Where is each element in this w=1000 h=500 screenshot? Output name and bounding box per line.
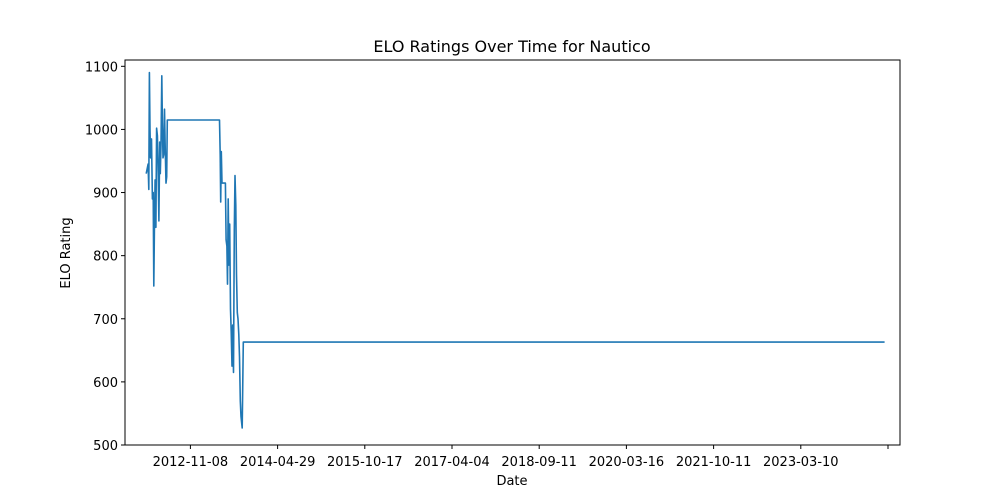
x-tick-label: 2021-10-11 [676, 455, 752, 470]
y-tick-label: 1000 [85, 123, 118, 138]
chart-title: ELO Ratings Over Time for Nautico [373, 37, 650, 56]
plot-area [145, 71, 885, 429]
x-tick-label: 2018-09-11 [501, 455, 577, 470]
x-axis-label: Date [496, 474, 527, 489]
axes-frame [124, 59, 901, 446]
x-tick-label: 2015-10-17 [327, 455, 403, 470]
y-axis-label: ELO Rating [59, 217, 74, 288]
x-tick-label: 2023-03-10 [763, 455, 839, 470]
x-tick-label: 2020-03-16 [589, 455, 665, 470]
x-tick-label: 2017-04-04 [414, 455, 490, 470]
y-tick-label: 1100 [85, 60, 118, 75]
x-tick-label: 2012-11-08 [153, 455, 229, 470]
y-tick-label: 500 [93, 439, 118, 454]
y-tick-label: 900 [93, 187, 118, 202]
y-tick-label: 700 [93, 313, 118, 328]
y-tick-label: 600 [93, 376, 118, 391]
x-tick-label: 2014-04-29 [240, 455, 316, 470]
y-tick-label: 800 [93, 250, 118, 265]
elo-series-line [145, 71, 885, 429]
